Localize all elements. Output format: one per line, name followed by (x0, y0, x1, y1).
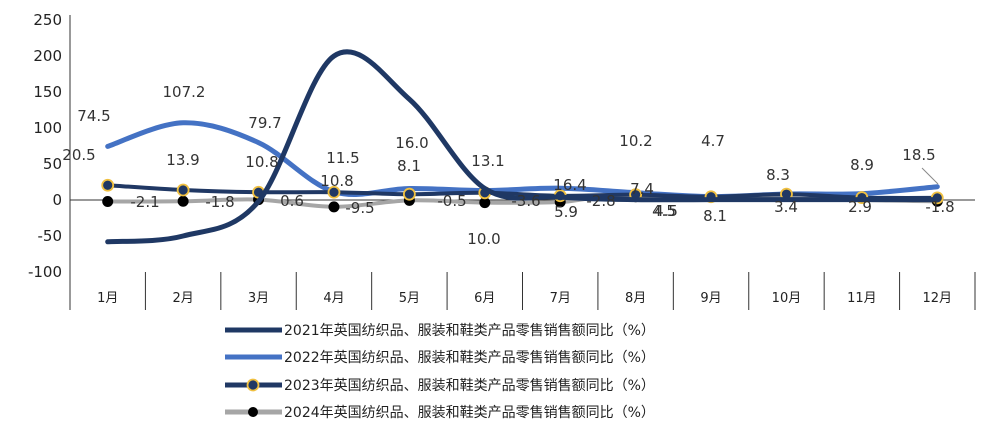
data-label: 79.7 (248, 114, 281, 132)
data-label: 74.5 (77, 107, 110, 125)
data-label: 3.4 (774, 198, 798, 216)
x-tick-label: 3月 (248, 291, 269, 306)
data-label: 7.4 (630, 180, 654, 198)
data-label: 2.9 (848, 198, 872, 216)
data-point (176, 183, 190, 197)
legend-marker (248, 407, 258, 417)
data-label: 4.7 (701, 132, 725, 150)
legend: 2021年英国纺织品、服装和鞋类产品零售销售额同比（%） 2022年英国纺织品、服… (225, 322, 655, 421)
x-tick-label: 10月 (772, 291, 802, 306)
y-tick-label: 150 (33, 83, 62, 101)
data-label: 10.8 (320, 172, 353, 190)
axes: 250 200 150 100 50 0 -50 -100 1月 2月 3月 4月 5月 6月 7月 8月 9月… (28, 11, 976, 310)
data-label: -3.6 (511, 192, 540, 210)
data-label: 4.5 (652, 202, 676, 220)
data-label: 4.5 (654, 202, 678, 220)
data-label: 8.1 (703, 207, 727, 225)
data-point (101, 178, 115, 192)
legend-item: 2023年英国纺织品、服装和鞋类产品零售销售额同比（%） (225, 377, 655, 394)
data-point (102, 196, 114, 208)
x-tick-label: 11月 (847, 291, 877, 306)
y-tick-label: 100 (33, 119, 62, 137)
x-tick-label: 8月 (625, 291, 646, 306)
series-line-2 (105, 120, 940, 200)
legend-label: 2021年英国纺织品、服装和鞋类产品零售销售额同比（%） (284, 322, 655, 339)
x-tick-label: 4月 (323, 291, 344, 306)
x-tick-label: 12月 (923, 291, 953, 306)
x-tick-label: 9月 (700, 291, 721, 306)
series-line-3 (105, 183, 940, 200)
x-tick-label: 1月 (97, 291, 118, 306)
data-label: 10.8 (245, 153, 278, 171)
data-label: -1.8 (205, 193, 234, 211)
y-tick-label: -100 (28, 263, 62, 281)
y-tick-label: 50 (43, 155, 62, 173)
legend-label: 2024年英国纺织品、服装和鞋类产品零售销售额同比（%） (284, 404, 655, 421)
data-label: 20.5 (62, 146, 95, 164)
data-label: -1.8 (925, 198, 954, 216)
data-label: 11.5 (326, 149, 359, 167)
data-labels: 74.5 107.2 79.7 11.5 16.0 13.1 16.4 10.2 4.7 8.3 8… (62, 83, 954, 248)
legend-item: 2022年英国纺织品、服装和鞋类产品零售销售额同比（%） (225, 349, 655, 366)
data-point (177, 195, 189, 207)
y-tick-label: 200 (33, 47, 62, 65)
data-label: 107.2 (163, 83, 206, 101)
x-tick-label: 7月 (550, 291, 571, 306)
y-tick-label: 0 (52, 191, 62, 209)
label-leader-line (921, 167, 939, 185)
data-label: 16.4 (553, 176, 586, 194)
data-label: 13.1 (471, 152, 504, 170)
data-label: 10.0 (467, 230, 500, 248)
legend-item: 2021年英国纺织品、服装和鞋类产品零售销售额同比（%） (225, 322, 655, 339)
data-label: 5.9 (554, 203, 578, 221)
data-label: 8.9 (850, 156, 874, 174)
data-label: -2.1 (130, 193, 159, 211)
legend-marker (246, 378, 260, 392)
data-label: -2.8 (586, 192, 615, 210)
x-tick-label: 5月 (399, 291, 420, 306)
data-label: -0.5 (437, 192, 466, 210)
legend-label: 2022年英国纺织品、服装和鞋类产品零售销售额同比（%） (284, 349, 655, 366)
data-label: 18.5 (902, 146, 935, 164)
data-label: -9.5 (345, 199, 374, 217)
data-point (402, 187, 416, 201)
data-label: 0.6 (280, 192, 304, 210)
data-label: 16.0 (395, 134, 428, 152)
data-label: 8.1 (397, 157, 421, 175)
x-tick-label: 6月 (474, 291, 495, 306)
legend-item: 2024年英国纺织品、服装和鞋类产品零售销售额同比（%） (225, 404, 655, 421)
data-label: 10.2 (619, 132, 652, 150)
data-label: 13.9 (166, 151, 199, 169)
y-tick-label: 250 (33, 11, 62, 29)
x-tick-label: 2月 (172, 291, 193, 306)
y-tick-label: -50 (38, 227, 63, 245)
data-label: 8.3 (766, 166, 790, 184)
data-point (327, 185, 341, 199)
series-line-1 (105, 49, 940, 245)
series-lines (101, 49, 944, 245)
data-point (328, 201, 340, 213)
legend-label: 2023年英国纺织品、服装和鞋类产品零售销售额同比（%） (284, 377, 655, 394)
